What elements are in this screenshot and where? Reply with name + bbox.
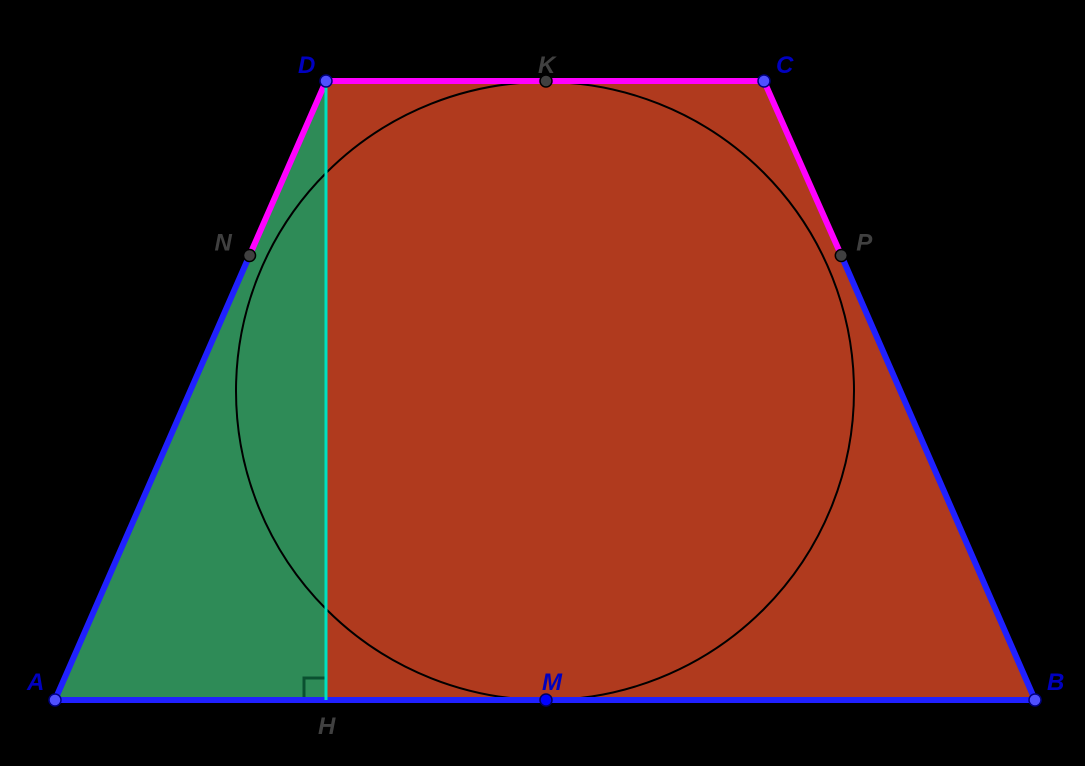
label-m: M <box>542 669 563 696</box>
label-p: P <box>856 230 873 257</box>
label-k: K <box>538 52 557 79</box>
point-p <box>835 250 847 262</box>
point-b <box>1029 694 1041 706</box>
point-a <box>49 694 61 706</box>
label-d: D <box>298 52 315 79</box>
point-n <box>244 250 256 262</box>
label-c: C <box>776 52 794 79</box>
trapezoid-fill <box>326 81 1035 700</box>
label-a: A <box>26 669 44 696</box>
label-n: N <box>215 230 233 257</box>
point-c <box>758 75 770 87</box>
point-d <box>320 75 332 87</box>
label-b: B <box>1047 669 1064 696</box>
label-h: H <box>318 713 336 740</box>
